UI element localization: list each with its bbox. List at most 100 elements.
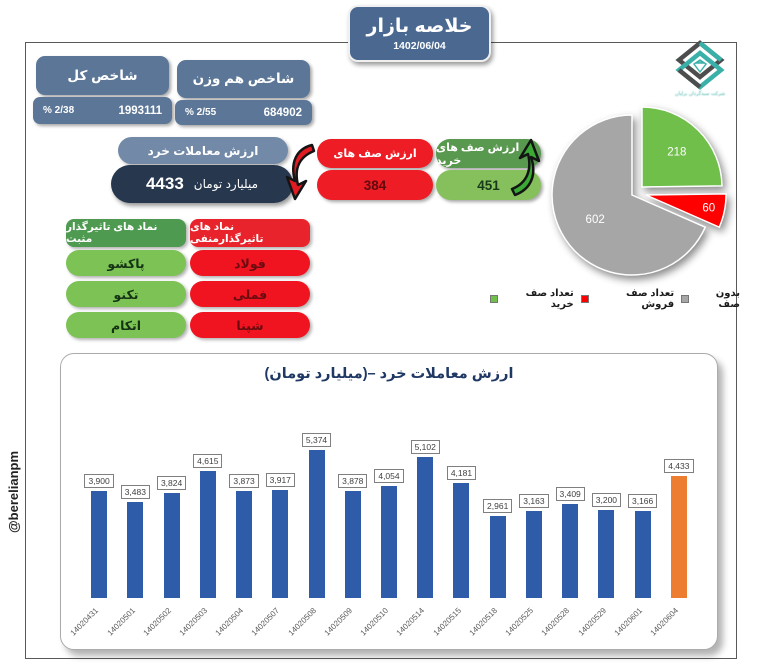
symbol-pill: فملی [190, 281, 310, 307]
bar-column: 4,181 [443, 466, 479, 598]
bar [634, 511, 651, 598]
buy-arrow-up-icon [510, 138, 541, 197]
bar-value-label: 3,483 [120, 485, 150, 499]
bar [199, 471, 216, 598]
pie-slice-label: 60 [702, 203, 715, 215]
bar [453, 483, 470, 598]
legend-item: تعداد صف فروش [580, 288, 674, 310]
sell-queue-value: 384 [317, 170, 433, 200]
total-index-value: 1993111 [118, 104, 162, 117]
x-axis-label: 14020604 [648, 606, 681, 638]
bar-value-label: 2,961 [483, 499, 513, 513]
symbol-pill: شپنا [190, 312, 310, 338]
bar-column: 3,166 [625, 494, 661, 598]
legend-swatch [681, 295, 690, 303]
report-date: 1402/06/04 [393, 40, 446, 52]
bar [562, 504, 579, 598]
positive-symbols-list: پاکشو تکنو اتکام [66, 250, 186, 338]
bar-value-label: 4,054 [374, 469, 404, 483]
positive-symbols-header: نماد های تاثیرگذار مثبت [66, 219, 186, 247]
sell-arrow-down-icon [285, 143, 316, 201]
symbol-pill: اتکام [66, 312, 186, 338]
bar-column: 3,878 [335, 474, 371, 598]
pie-legend: بدون صف تعداد صف فروش تعداد صف خرید [490, 288, 740, 310]
bar-column: 3,483 [117, 485, 153, 598]
bar [380, 486, 397, 598]
bar-value-label: 3,824 [156, 476, 187, 490]
legend-label: بدون صف [715, 288, 740, 310]
pie-slice-label: 218 [667, 147, 686, 159]
bar [489, 516, 506, 598]
bar-column: 3,409 [552, 487, 588, 598]
bar-value-label: 4,181 [446, 466, 477, 480]
retail-trade-value-pill: 4433 میلیارد تومان [111, 165, 293, 203]
symbol-pill: تکنو [66, 281, 186, 307]
retail-trade-value: 4433 [145, 174, 184, 193]
sell-queue-header: ارزش صف های [317, 139, 433, 168]
bar-series: 3,900 3,483 3,824 4,615 3,873 3,917 5,374 3,878… [81, 402, 697, 598]
pie-slice [641, 106, 723, 188]
equal-weight-index-header: شاخص هم وزن [177, 60, 310, 98]
retail-trade-bar-chart: ارزش معاملات خرد –(میلیارد تومان) 3,900 3… [60, 353, 718, 650]
bar-column: 3,824 [153, 476, 189, 598]
page-title: خلاصه بازار [366, 16, 473, 37]
bar [127, 502, 144, 598]
pie-slice [551, 114, 707, 276]
bar-chart-title: ارزش معاملات خرد –(میلیارد تومان) [264, 366, 514, 382]
bar-column: 4,433 [661, 459, 697, 598]
bar-column: 3,917 [262, 473, 298, 598]
bar-value-label: 5,102 [410, 440, 440, 454]
legend-item: تعداد صف خرید [490, 288, 574, 310]
total-index-header: شاخص کل [36, 56, 169, 95]
legend-label: تعداد صف خرید [525, 288, 574, 310]
bar [598, 510, 615, 598]
bar-value-label: 3,878 [338, 474, 368, 488]
bar-value-label: 3,166 [627, 494, 658, 508]
bar-column: 4,054 [371, 469, 407, 598]
retail-trade-unit: میلیارد تومان [193, 177, 259, 191]
retail-trade-header: ارزش معاملات خرد [118, 137, 288, 164]
bar-value-label: 3,900 [84, 474, 114, 488]
bar-column: 3,163 [516, 494, 552, 598]
bar-column: 3,900 [81, 474, 117, 598]
pie-slice [645, 193, 727, 229]
bar-column: 4,615 [190, 454, 226, 598]
bar-column: 3,873 [226, 474, 262, 598]
bar [272, 490, 289, 598]
bar-value-label: 4,433 [664, 459, 694, 473]
social-watermark: @berelianpm [1, 451, 25, 545]
queues-pie-chart: 218 60 602 [551, 106, 727, 276]
bar-value-label: 5,374 [301, 433, 332, 447]
symbol-pill: فولاد [190, 250, 310, 276]
bar [525, 511, 542, 598]
total-index-value-row: % 2/38 1993111 [33, 97, 172, 124]
bar [308, 450, 325, 598]
legend-swatch [490, 295, 498, 303]
bar-x-axis-labels: 14020431 14020501 14020502 14020503 14020504… [69, 602, 697, 648]
bar-value-label: 3,917 [265, 473, 295, 487]
negative-symbols-header: نماد های تاثیرگذارمنفی [190, 219, 310, 247]
company-logo: شرکت سبدگردان برلیان [658, 40, 742, 104]
equal-weight-index-value: 684902 [263, 106, 302, 119]
report-title-box: خلاصه بازار 1402/06/04 [348, 5, 491, 62]
bar-column: 2,961 [480, 499, 516, 598]
equal-weight-index-value-row: % 2/55 684902 [175, 100, 312, 125]
watermark-handle: @berelianpm [5, 450, 21, 533]
equal-weight-index-change: % 2/55 [185, 107, 217, 118]
total-index-change: % 2/38 [43, 105, 75, 116]
bar-value-label: 3,409 [555, 487, 585, 501]
bar-column: 5,102 [407, 440, 443, 598]
negative-symbols-list: فولاد فملی شپنا [190, 250, 310, 338]
bar [344, 491, 361, 598]
legend-item: بدون صف [681, 288, 740, 310]
brand-diamond-icon [675, 40, 725, 90]
bar-value-label: 3,873 [229, 474, 259, 488]
bar-column: 3,200 [588, 493, 624, 598]
bar-column: 5,374 [298, 433, 334, 598]
bar-value-label: 3,200 [591, 493, 622, 507]
bar-value-label: 4,615 [193, 454, 223, 468]
symbol-pill: پاکشو [66, 250, 186, 276]
pie-slice-label: 602 [586, 214, 605, 226]
bar-value-label: 3,163 [519, 494, 549, 508]
